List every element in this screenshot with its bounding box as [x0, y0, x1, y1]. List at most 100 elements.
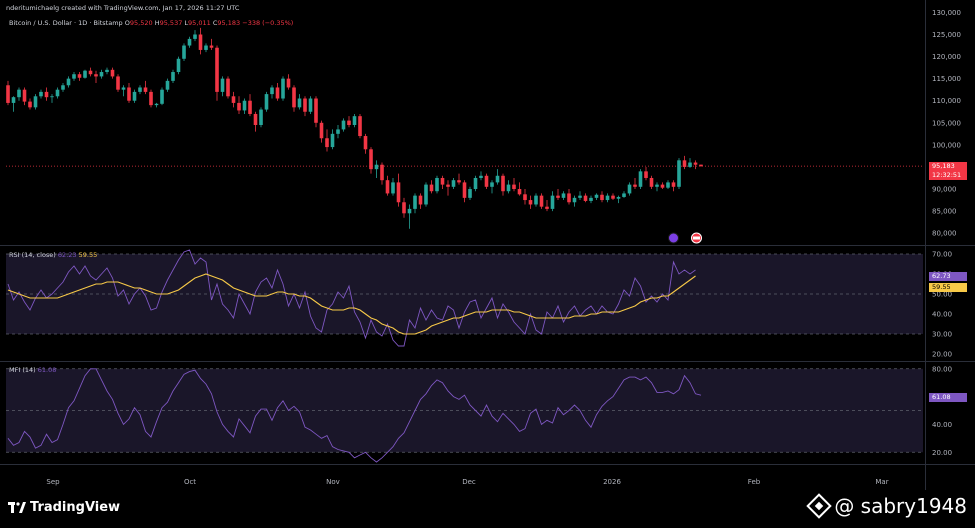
- ohlc-legend: Bitcoin / U.S. Dollar · 1D · Bitstamp O9…: [9, 19, 293, 27]
- candle-body: [523, 194, 527, 201]
- candle-body: [512, 184, 516, 190]
- low-value: 95,011: [188, 19, 211, 27]
- candle: [237, 96, 241, 114]
- candle-body: [457, 180, 461, 183]
- candle: [55, 87, 60, 99]
- time-axis-tick: Oct: [184, 478, 196, 486]
- tradingview-logo-icon: [8, 502, 26, 513]
- rsi-ma-line: [7, 273, 696, 335]
- candle: [556, 189, 560, 201]
- rsi-axis-tick: 30.00: [932, 331, 952, 339]
- candle-body: [253, 113, 258, 125]
- candle: [616, 195, 621, 204]
- candle: [72, 72, 76, 81]
- candle-body: [347, 120, 351, 125]
- candle: [187, 36, 192, 48]
- candle-body: [572, 197, 577, 203]
- candle: [682, 155, 687, 170]
- candle-body: [308, 98, 313, 112]
- candle-body: [127, 87, 131, 101]
- candle-body: [275, 87, 280, 99]
- candle-body: [369, 149, 373, 170]
- candle: [578, 191, 582, 201]
- candle: [677, 158, 681, 190]
- candle-body: [556, 195, 560, 198]
- candle-body: [407, 208, 412, 214]
- rsi-legend[interactable]: RSI (14, close) 62.23 59.55: [9, 251, 97, 259]
- candle-body: [176, 58, 181, 73]
- event-icon: [668, 232, 679, 244]
- candle: [121, 85, 126, 97]
- tradingview-logo[interactable]: TradingView: [8, 500, 120, 515]
- candle-body: [319, 122, 324, 139]
- candle-body: [242, 100, 247, 111]
- rsi-axis-tick: 70.00: [932, 251, 952, 259]
- candle-body: [297, 98, 302, 108]
- candle: [209, 38, 214, 50]
- candle-body: [72, 74, 76, 79]
- candle-body: [171, 72, 175, 81]
- candle-body: [528, 200, 533, 205]
- candle: [160, 87, 164, 106]
- candle: [550, 191, 555, 212]
- candle-body: [468, 189, 472, 198]
- candle: [204, 43, 208, 53]
- candle-body: [638, 171, 643, 187]
- candle: [330, 129, 335, 150]
- candle-body: [484, 175, 489, 187]
- candle: [374, 160, 379, 178]
- candle-body: [22, 89, 27, 102]
- candle: [116, 74, 120, 92]
- open-value: 95,520: [129, 19, 153, 27]
- rsi-axis-tick: 20.00: [932, 351, 952, 359]
- price-axis-tick: 100,000: [932, 141, 961, 149]
- candle: [380, 162, 384, 185]
- candle: [165, 78, 170, 92]
- candle-body: [671, 182, 676, 187]
- candle: [198, 27, 203, 55]
- candle-body: [578, 195, 582, 198]
- candle: [127, 83, 131, 103]
- candle-body: [429, 184, 434, 192]
- mfi-legend[interactable]: MFI (14) 61.08: [9, 366, 56, 374]
- candle-body: [473, 177, 478, 190]
- candle-body: [666, 182, 670, 188]
- candle: [303, 96, 307, 117]
- tradingview-brand: TradingView: [30, 500, 121, 515]
- candle-body: [165, 80, 170, 90]
- rsi-axis-tick: 50.00: [932, 291, 952, 299]
- candle: [253, 111, 258, 132]
- candle-body: [545, 206, 549, 209]
- mfi-tag: 61.08: [929, 393, 967, 402]
- open-label: O: [124, 19, 130, 27]
- candle: [517, 182, 522, 196]
- high-label: H: [154, 19, 160, 27]
- candle: [666, 180, 670, 190]
- mfi-line: [7, 368, 702, 463]
- rsi-ma-value: 59.55: [78, 251, 98, 259]
- candle: [605, 193, 610, 203]
- close-value: 95,183: [217, 19, 241, 27]
- candle-body: [440, 177, 445, 185]
- candle-body: [517, 189, 522, 195]
- candle-body: [583, 195, 588, 201]
- candle-body: [215, 47, 219, 92]
- candle: [699, 164, 703, 167]
- candle-body: [314, 98, 318, 123]
- candle: [39, 89, 43, 99]
- price-axis-tick: 110,000: [932, 97, 961, 105]
- candle-body: [187, 38, 192, 46]
- candle-body: [237, 102, 241, 111]
- candle: [457, 173, 461, 185]
- candle: [319, 120, 324, 143]
- candle-body: [94, 74, 98, 77]
- candle: [402, 197, 406, 218]
- symbol-label[interactable]: Bitcoin / U.S. Dollar · 1D · Bitstamp: [9, 19, 123, 27]
- price-axis-tick: 80,000: [932, 230, 957, 238]
- high-value: 95,537: [159, 19, 183, 27]
- time-axis-tick: Mar: [875, 478, 888, 486]
- candle: [649, 175, 654, 190]
- candle: [633, 177, 637, 190]
- price-axis-tick: 90,000: [932, 186, 957, 194]
